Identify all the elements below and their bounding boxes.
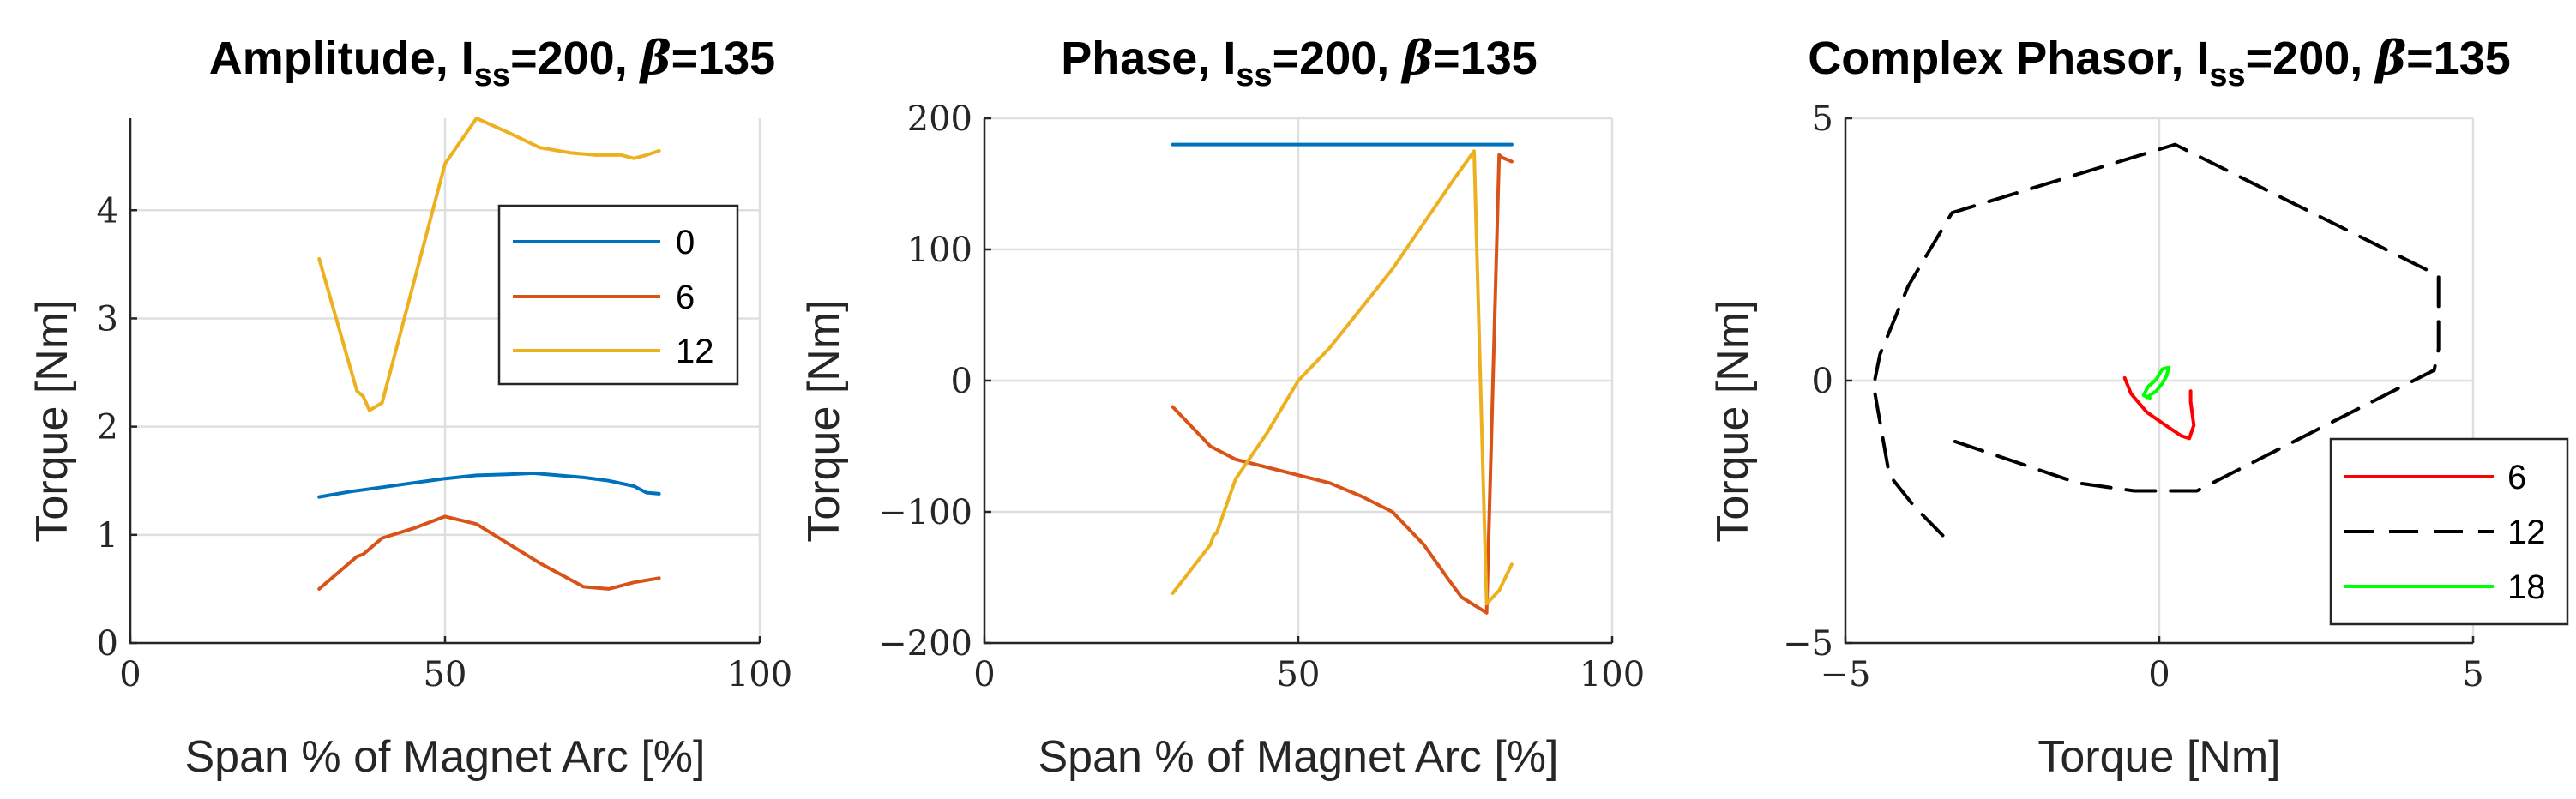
amplitude-series xyxy=(317,117,661,591)
phase-panel: Phase, Iss=200, β=135 0 50 100 −200 −100 0 100… xyxy=(799,30,1645,782)
amplitude-series-12 xyxy=(317,117,661,412)
amplitude-title: Amplitude, Iss=200, β=135 xyxy=(209,30,775,93)
phasor-ticks: −5 0 5 −5 0 5 xyxy=(1783,99,2484,694)
phasor-legend: 6 12 18 xyxy=(2329,437,2569,626)
phasor-ylabel: Torque [Nm] xyxy=(1708,299,1758,542)
phase-xtick-label: 0 xyxy=(973,655,995,694)
amplitude-ytick-label: 1 xyxy=(97,516,118,556)
phasor-panel: Complex Phasor, Iss=200, β=135 −5 0 5−505 … xyxy=(1708,30,2569,782)
phasor-xlabel: Torque [Nm] xyxy=(2037,732,2280,782)
amplitude-legend: 0 6 12 xyxy=(497,204,739,386)
phase-ytick-label: 100 xyxy=(907,231,972,270)
amplitude-ytick-label: 3 xyxy=(97,299,118,339)
phase-title: Phase, Iss=200, β=135 xyxy=(1061,30,1538,93)
phasor-ytick-label: 5 xyxy=(1812,99,1833,139)
amplitude-ytick-label: 2 xyxy=(97,408,118,448)
phasor-series-6 xyxy=(2122,375,2196,441)
amplitude-xtick-label: 0 xyxy=(119,655,141,694)
phase-ticks: 0 50 100 −200 −100 0 100 200 xyxy=(878,99,1645,694)
phasor-title: Complex Phasor, Iss=200, β=135 xyxy=(1808,30,2511,93)
amplitude-xlabel: Span % of Magnet Arc [%] xyxy=(185,732,706,782)
phase-series xyxy=(1171,142,1514,615)
phase-xtick-label: 100 xyxy=(1580,655,1645,694)
amplitude-xtick-label: 50 xyxy=(424,655,467,694)
phasor-series-12 xyxy=(1871,142,2441,538)
legend-label-phasor-6: 6 xyxy=(2507,459,2526,496)
amplitude-ytick-label: 4 xyxy=(97,191,118,231)
phase-ytick-label: −200 xyxy=(878,624,972,664)
phase-xlabel: Span % of Magnet Arc [%] xyxy=(1038,732,1559,782)
legend-label-6: 6 xyxy=(676,279,695,316)
amplitude-series-0 xyxy=(317,471,661,499)
phase-ylabel: Torque [Nm] xyxy=(799,299,849,542)
amplitude-xtick-label: 100 xyxy=(727,655,792,694)
phasor-series-18 xyxy=(2141,365,2170,400)
amplitude-ylabel: Torque [Nm] xyxy=(27,299,77,542)
phase-series-12 xyxy=(1171,149,1514,606)
phase-ytick-label: 0 xyxy=(951,362,972,401)
legend-label-12: 12 xyxy=(676,333,714,370)
legend-label-phasor-12: 12 xyxy=(2507,514,2546,551)
phase-xtick-label: 50 xyxy=(1277,655,1321,694)
phasor-xtick-label: −5 xyxy=(1821,655,1871,694)
phasor-series xyxy=(1871,142,2441,538)
phasor-xtick-label: 5 xyxy=(2462,655,2483,694)
legend-label-phasor-18: 18 xyxy=(2507,568,2546,606)
phase-series-6 xyxy=(1171,153,1514,615)
legend-label-0: 0 xyxy=(676,224,695,261)
amplitude-ytick-label: 0 xyxy=(97,624,118,664)
phasor-xtick-label: 0 xyxy=(2148,655,2170,694)
amplitude-series-6 xyxy=(317,514,661,591)
phasor-ytick-label: −5 xyxy=(1783,624,1833,664)
phasor-ytick-label: 0 xyxy=(1812,362,1833,401)
phase-ytick-label: 200 xyxy=(907,99,972,139)
phase-ytick-label: −100 xyxy=(878,493,972,532)
